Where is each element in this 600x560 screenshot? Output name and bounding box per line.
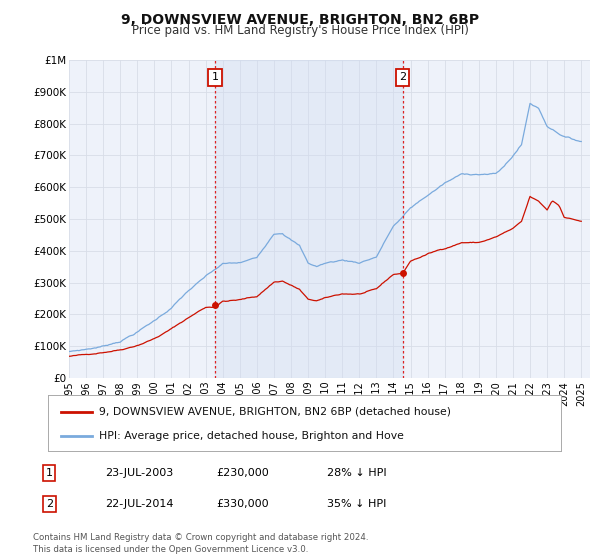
Text: HPI: Average price, detached house, Brighton and Hove: HPI: Average price, detached house, Brig…: [100, 431, 404, 441]
Text: 22-JUL-2014: 22-JUL-2014: [105, 499, 173, 509]
Text: 2: 2: [46, 499, 53, 509]
Text: 23-JUL-2003: 23-JUL-2003: [105, 468, 173, 478]
Text: £230,000: £230,000: [216, 468, 269, 478]
Text: Price paid vs. HM Land Registry's House Price Index (HPI): Price paid vs. HM Land Registry's House …: [131, 24, 469, 38]
Text: 9, DOWNSVIEW AVENUE, BRIGHTON, BN2 6BP (detached house): 9, DOWNSVIEW AVENUE, BRIGHTON, BN2 6BP (…: [100, 407, 451, 417]
Text: 1: 1: [46, 468, 53, 478]
Text: 28% ↓ HPI: 28% ↓ HPI: [327, 468, 386, 478]
Bar: [215, 60, 403, 378]
Text: Contains HM Land Registry data © Crown copyright and database right 2024.
This d: Contains HM Land Registry data © Crown c…: [33, 533, 368, 554]
Text: 35% ↓ HPI: 35% ↓ HPI: [327, 499, 386, 509]
Text: £330,000: £330,000: [216, 499, 269, 509]
Text: 2: 2: [399, 72, 406, 82]
Text: 9, DOWNSVIEW AVENUE, BRIGHTON, BN2 6BP: 9, DOWNSVIEW AVENUE, BRIGHTON, BN2 6BP: [121, 13, 479, 27]
Text: 1: 1: [211, 72, 218, 82]
